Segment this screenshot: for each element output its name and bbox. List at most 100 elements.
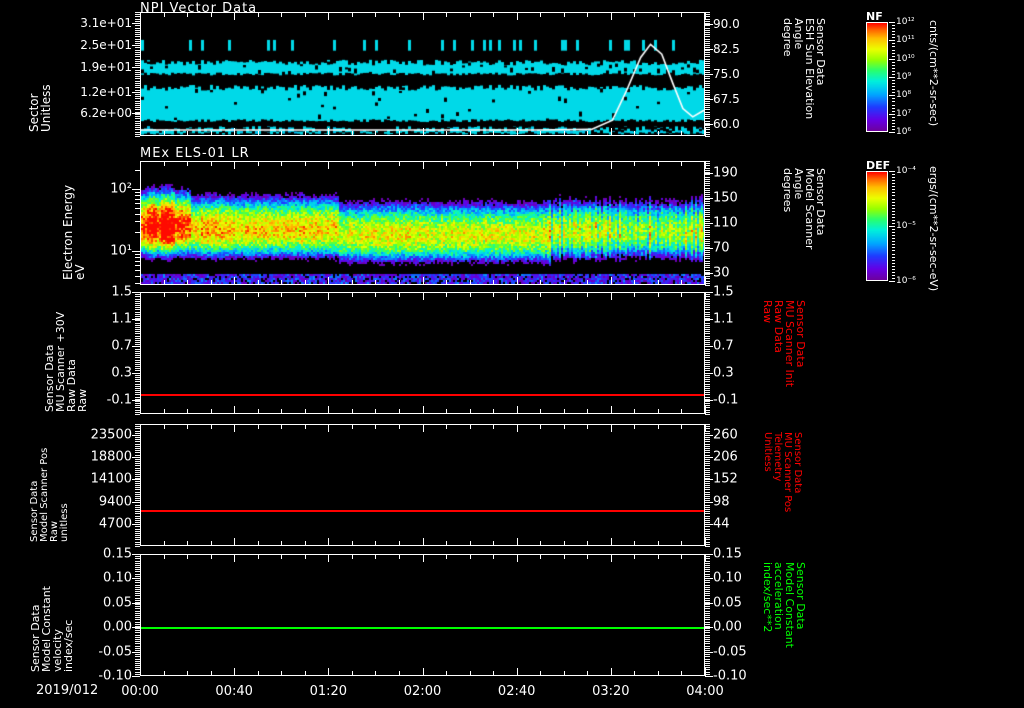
colorbar-minor-tick (892, 277, 895, 279)
axis-tick-label: 0.3 (111, 365, 132, 381)
axis-minor-tick (705, 573, 710, 575)
axis-minor-tick (705, 452, 710, 454)
axis-minor-tick (705, 85, 710, 87)
plot-panel-velocity[interactable] (140, 554, 705, 676)
xaxis-tick-mark (587, 554, 589, 559)
axis-minor-tick (135, 577, 140, 579)
xaxis-tick-mark (398, 409, 400, 414)
xaxis-tick-mark (610, 12, 612, 20)
colorbar-minor-tick (892, 61, 895, 63)
axis-minor-tick (135, 390, 140, 392)
axis-minor-tick (705, 606, 710, 608)
colorbar-tick-label: 10⁹ (896, 72, 912, 82)
axis-minor-tick (135, 441, 140, 443)
axis-minor-tick (705, 242, 710, 244)
axis-minor-tick (705, 564, 710, 566)
axis-minor-tick (135, 573, 140, 575)
xaxis-tick-mark (281, 541, 283, 546)
axis-minor-tick (135, 87, 140, 89)
axis-minor-tick (705, 441, 710, 443)
axis-minor-tick (135, 191, 140, 193)
axis-minor-tick (705, 522, 710, 524)
axis-minor-tick (705, 588, 710, 590)
axis-minor-tick (705, 31, 710, 33)
axis-minor-tick (135, 407, 140, 409)
axis-minor-tick (705, 183, 710, 185)
axis-minor-tick (705, 493, 710, 495)
xaxis-tick-mark (328, 161, 330, 169)
axis-minor-tick (705, 656, 710, 658)
xaxis-tick-mark (681, 409, 683, 414)
axis-minor-tick (705, 260, 710, 262)
axis-minor-tick (705, 511, 710, 513)
plot-panel-scanpos[interactable] (140, 424, 705, 546)
xaxis-tick-mark (163, 409, 165, 414)
axis-minor-tick (135, 643, 140, 645)
xaxis-tick-mark (705, 128, 706, 136)
axis-minor-tick (705, 502, 710, 504)
axis-minor-tick (705, 185, 710, 187)
axis-minor-tick (135, 612, 140, 614)
xaxis-tick-mark (422, 161, 424, 169)
xaxis-tick-mark (563, 554, 565, 559)
xaxis-tick-mark (187, 161, 189, 166)
xaxis-tick-mark (657, 131, 659, 136)
xaxis-tick-mark (446, 409, 448, 414)
xaxis-tick-mark (257, 161, 259, 166)
axis-minor-tick (705, 225, 710, 227)
xaxis-tick-mark (140, 128, 141, 136)
xaxis-tick-mark (422, 292, 424, 300)
axis-minor-tick (705, 387, 710, 389)
axis-minor-tick (705, 508, 710, 510)
colorbar-minor-tick (892, 132, 895, 133)
axis-minor-tick (135, 260, 140, 262)
xaxis-tick-mark (422, 277, 424, 285)
colorbar-minor-tick (892, 219, 895, 221)
axis-minor-tick (705, 214, 710, 216)
xaxis-tick-mark (563, 409, 565, 414)
plot-panel-mu30[interactable] (140, 292, 705, 414)
plot-panel-npi[interactable] (140, 12, 705, 136)
xaxis-tick-mark (351, 292, 353, 297)
axis-minor-tick (135, 116, 140, 118)
axis-minor-tick (705, 231, 710, 233)
axis-minor-tick (705, 40, 710, 42)
xaxis-tick-mark (469, 12, 471, 17)
xaxis-tick-mark (422, 12, 424, 20)
axis-minor-tick (135, 307, 140, 309)
axis-minor-tick (135, 554, 140, 555)
axis-minor-tick (705, 43, 710, 44)
axis-minor-tick (135, 461, 140, 463)
plot-panel-els[interactable] (140, 161, 705, 285)
colorbar-minor-tick (892, 119, 895, 121)
axis-minor-tick (705, 350, 710, 352)
axis-minor-tick (705, 47, 710, 49)
axis-minor-tick (135, 292, 140, 293)
xaxis-tick-mark (210, 12, 212, 17)
axis-minor-tick (135, 89, 140, 91)
xaxis-tick-mark (351, 161, 353, 166)
xaxis-tick-mark (351, 671, 353, 676)
axis-minor-tick (135, 300, 140, 302)
colorbar-minor-tick (892, 171, 895, 172)
axis-minor-tick (705, 513, 710, 515)
axis-minor-tick (135, 662, 140, 664)
axis-tick-label: 67.5 (713, 92, 740, 107)
axis-minor-tick (705, 519, 710, 521)
axis-tick-mark (705, 272, 713, 274)
axis-minor-tick (705, 630, 710, 632)
xaxis-tick-mark (705, 668, 706, 676)
axis-minor-tick (135, 78, 140, 80)
colorbar-minor-tick (892, 122, 895, 124)
axis-minor-tick (135, 471, 140, 473)
axis-minor-tick (135, 322, 140, 324)
axis-minor-tick (135, 309, 140, 311)
axis-minor-tick (705, 118, 710, 120)
xaxis-tick-mark (610, 406, 612, 414)
xaxis-tick-mark (493, 131, 495, 136)
xaxis-tick-mark (634, 554, 636, 559)
axis-minor-tick (705, 359, 710, 361)
xaxis-tick-mark (187, 12, 189, 17)
xaxis-tick-mark (705, 424, 706, 432)
axis-minor-tick (705, 400, 710, 402)
